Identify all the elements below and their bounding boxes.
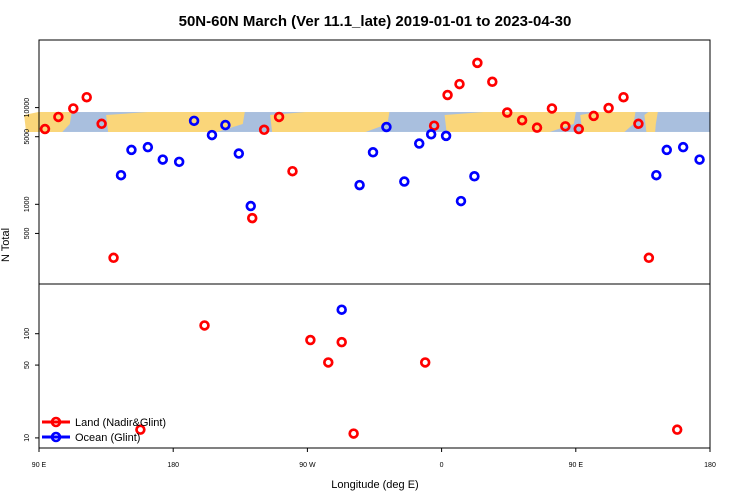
top-y-axis: 500 1000 5000 10000 xyxy=(24,98,39,239)
ocean-point-2 xyxy=(142,141,154,153)
land-point-18 xyxy=(442,89,453,101)
top-y-tick-label-3: 10000 xyxy=(24,98,31,118)
ocean-point-6 xyxy=(206,129,218,141)
land-point-26 xyxy=(560,121,571,132)
land-point-4 xyxy=(96,118,107,130)
legend-ocean-marker xyxy=(50,431,62,443)
land-point-6 xyxy=(135,424,146,435)
land-point-2 xyxy=(68,103,79,114)
legend-ocean-label: Ocean (Glint) xyxy=(75,432,140,444)
land-point-23 xyxy=(516,114,528,126)
land-point-12 xyxy=(305,334,316,346)
ocean-point-20 xyxy=(651,169,662,181)
top-panel xyxy=(24,112,750,132)
ocean-point-13 xyxy=(381,121,392,133)
ocean-point-12 xyxy=(367,147,379,158)
ocean-point-19 xyxy=(469,171,480,182)
ocean-point-17 xyxy=(440,130,452,142)
legend-land-marker xyxy=(50,416,62,428)
land-point-30 xyxy=(618,91,629,103)
ocean-point-7 xyxy=(220,119,231,131)
chart-title: 50N-60N March (Ver 11.1_late) 2019-01-01… xyxy=(179,13,572,30)
map-band-land-4 xyxy=(580,112,636,132)
land-point-7 xyxy=(199,320,210,331)
x-axis-title: Longitude (deg E) xyxy=(331,479,418,491)
map-band-clip xyxy=(710,112,750,132)
x-tick-label-2: 90 W xyxy=(299,462,316,469)
x-tick-label-1: 180 xyxy=(167,462,179,469)
land-point-25 xyxy=(546,103,558,114)
ocean-point-16 xyxy=(425,129,437,140)
x-axis: 90 E 180 90 W 0 90 E 180 xyxy=(32,448,716,469)
bottom-panel-frame xyxy=(38,283,711,449)
map-band-land-3 xyxy=(444,112,576,132)
legend: Land (Nadir&Glint) Ocean (Glint) xyxy=(42,416,166,444)
legend-land-label: Land (Nadir&Glint) xyxy=(75,417,166,429)
ocean-point-3 xyxy=(157,154,169,165)
top-panel-frame xyxy=(38,39,711,285)
land-point-15 xyxy=(348,428,359,439)
land-point-19 xyxy=(454,78,465,90)
land-point-16 xyxy=(419,357,431,368)
x-tick-label-0: 90 E xyxy=(32,462,47,469)
top-y-tick-label-1: 1000 xyxy=(24,196,31,212)
ocean-point-21 xyxy=(661,144,673,156)
ocean-point-0 xyxy=(115,169,127,181)
land-point-24 xyxy=(531,122,543,133)
ocean-point-22 xyxy=(677,141,689,153)
map-band-land-0 xyxy=(24,112,72,132)
top-y-tick-label-2: 5000 xyxy=(24,129,31,145)
ocean-point-11 xyxy=(354,179,365,191)
map-band-land-1 xyxy=(106,112,245,132)
ocean-point-1 xyxy=(126,144,137,156)
land-point-17 xyxy=(428,120,440,131)
land-point-29 xyxy=(603,102,614,114)
ocean-point-4 xyxy=(173,156,185,168)
x-tick-label-3: 0 xyxy=(440,462,444,469)
map-band-land-2 xyxy=(270,112,390,132)
ocean-point-8 xyxy=(233,148,245,159)
ocean-point-23 xyxy=(694,154,705,165)
bottom-y-tick-label-0: 10 xyxy=(24,434,31,442)
land-point-22 xyxy=(501,107,513,118)
y-axis-title: N Total xyxy=(0,228,12,262)
land-point-9 xyxy=(258,124,270,136)
land-point-5 xyxy=(108,252,119,264)
ocean-point-10 xyxy=(336,304,347,315)
land-point-33 xyxy=(671,424,683,435)
bottom-y-tick-label-2: 100 xyxy=(24,328,31,340)
land-point-10 xyxy=(273,111,285,123)
land-point-21 xyxy=(487,76,498,88)
land-point-32 xyxy=(643,252,655,264)
ocean-point-15 xyxy=(413,138,425,149)
x-tick-label-4: 90 E xyxy=(569,462,584,469)
bottom-y-axis: 10 50 100 xyxy=(24,328,39,442)
data-points xyxy=(39,57,705,439)
land-point-11 xyxy=(287,165,298,177)
map-band-land-5 xyxy=(644,112,658,132)
x-tick-label-5: 180 xyxy=(704,462,716,469)
land-point-13 xyxy=(323,357,334,368)
land-point-20 xyxy=(472,57,483,69)
land-point-1 xyxy=(53,111,64,123)
land-point-28 xyxy=(588,110,599,122)
ocean-point-14 xyxy=(399,176,410,187)
land-point-14 xyxy=(336,336,347,348)
land-point-31 xyxy=(633,118,644,130)
land-point-8 xyxy=(246,212,258,224)
land-point-3 xyxy=(81,91,92,103)
ocean-point-18 xyxy=(455,195,467,207)
ocean-point-5 xyxy=(188,115,200,127)
top-y-tick-label-0: 500 xyxy=(24,227,31,239)
ocean-point-9 xyxy=(245,200,256,212)
land-point-0 xyxy=(39,123,51,135)
bottom-y-tick-label-1: 50 xyxy=(24,361,31,369)
land-point-27 xyxy=(573,123,585,135)
